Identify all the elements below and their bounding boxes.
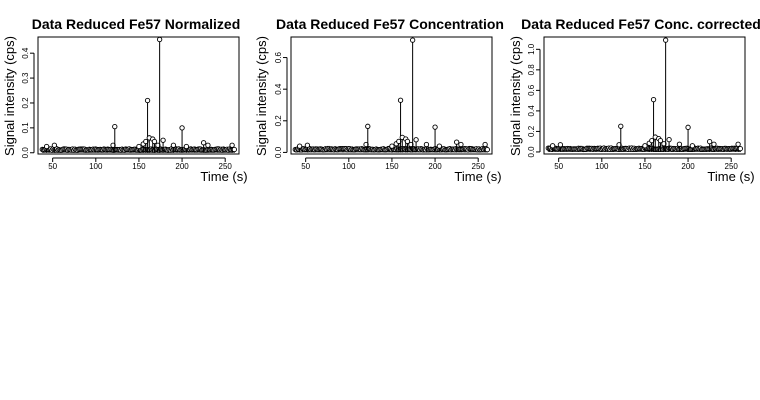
peak-point: [156, 36, 163, 43]
chart-title: Data Reduced Fe57 Conc. corrected: [521, 16, 760, 32]
chart-panel-3: Data Reduced Fe57 Conc. corrected Signal …: [508, 16, 760, 184]
peak-point: [676, 141, 683, 147]
chart-panel-1: Data Reduced Fe57 Normalized Signal inten…: [2, 16, 248, 184]
peak-point: [409, 37, 416, 43]
y-tick-label: 0.2: [274, 115, 283, 127]
x-tick-label: 100: [342, 162, 356, 171]
peak-point: [650, 96, 657, 103]
peak-point: [642, 143, 648, 149]
y-tick-label: 0.3: [21, 72, 30, 84]
peak-point: [711, 141, 717, 147]
y-tick-label: 0.2: [527, 125, 536, 137]
peak-point: [685, 124, 691, 130]
y-axis-label: Signal intensity (cps): [2, 36, 17, 156]
plot-frame: [290, 36, 493, 155]
x-tick-label: 150: [385, 162, 399, 171]
y-tick-label: 0.0: [274, 146, 283, 158]
x-tick-label: 150: [638, 162, 652, 171]
peak-point: [112, 123, 118, 130]
y-tick-label: 0.6: [274, 51, 283, 63]
y-tick-label: 0.4: [21, 47, 30, 59]
x-tick-label: 250: [472, 162, 486, 171]
peak-point: [136, 143, 142, 150]
x-tick-label: 150: [132, 162, 146, 171]
chart-panel-2: Data Reduced Fe57 Concentration Signal in…: [254, 16, 504, 184]
y-tick-label: 0.0: [527, 146, 536, 158]
x-tick-label: 50: [554, 162, 563, 171]
y-axis-label: Signal intensity (cps): [508, 36, 523, 156]
peak-point: [144, 97, 151, 104]
peak-point: [229, 142, 235, 148]
peak-point: [160, 137, 166, 143]
peak-point: [618, 123, 624, 129]
y-tick-label: 0.2: [21, 97, 30, 109]
peak-point: [170, 142, 177, 148]
peak-point: [482, 141, 488, 148]
data-point: [737, 145, 743, 152]
peak-point: [413, 137, 419, 143]
x-tick-label: 250: [219, 162, 233, 171]
chart-title: Data Reduced Fe57 Concentration: [276, 16, 504, 32]
x-tick-label: 200: [428, 162, 442, 171]
peak-point: [689, 143, 696, 149]
peak-point: [706, 139, 713, 145]
x-tick-label: 50: [301, 162, 310, 171]
y-tick-label: 0.0: [21, 147, 30, 159]
peak-point: [549, 143, 556, 149]
peak-point: [735, 141, 741, 147]
chart-title: Data Reduced Fe57 Normalized: [32, 16, 241, 32]
data-point: [231, 146, 237, 153]
peak-point: [458, 141, 464, 148]
peak-point: [389, 143, 395, 149]
plot-frame: [543, 36, 746, 155]
peak-point: [205, 142, 211, 148]
peak-point: [404, 138, 411, 145]
y-tick-label: 0.4: [527, 105, 536, 117]
plot-frame: [37, 36, 240, 155]
y-tick-label: 0.1: [21, 122, 30, 134]
x-tick-label: 100: [89, 162, 103, 171]
data-point: [484, 146, 490, 153]
peak-point: [423, 141, 430, 148]
y-tick-label: 0.8: [527, 64, 536, 76]
peak-point: [666, 136, 672, 143]
peak-point: [304, 142, 311, 148]
x-axis-label: Time (s): [200, 169, 247, 184]
x-tick-label: 250: [725, 162, 739, 171]
peak-point: [51, 142, 58, 148]
peak-point: [436, 143, 443, 149]
peak-point: [662, 37, 669, 43]
x-axis-label: Time (s): [454, 169, 501, 184]
y-tick-label: 0.4: [274, 83, 283, 95]
x-tick-label: 100: [595, 162, 609, 171]
peak-point: [179, 125, 185, 131]
y-tick-label: 1.0: [527, 43, 536, 55]
peak-point: [557, 142, 564, 148]
x-tick-label: 50: [48, 162, 57, 171]
y-axis-label: Signal intensity (cps): [254, 36, 269, 156]
peak-point: [657, 138, 664, 144]
x-axis-label: Time (s): [707, 169, 754, 184]
peak-point: [43, 143, 50, 150]
peak-point: [200, 140, 207, 146]
x-tick-label: 200: [681, 162, 695, 171]
y-tick-label: 0.6: [527, 84, 536, 96]
peak-point: [432, 124, 438, 130]
peak-point: [453, 139, 460, 145]
x-tick-label: 200: [175, 162, 189, 171]
peak-point: [296, 143, 303, 149]
peak-point: [365, 123, 371, 129]
peak-point: [151, 138, 158, 145]
peak-point: [397, 97, 404, 103]
peak-point: [183, 143, 190, 150]
